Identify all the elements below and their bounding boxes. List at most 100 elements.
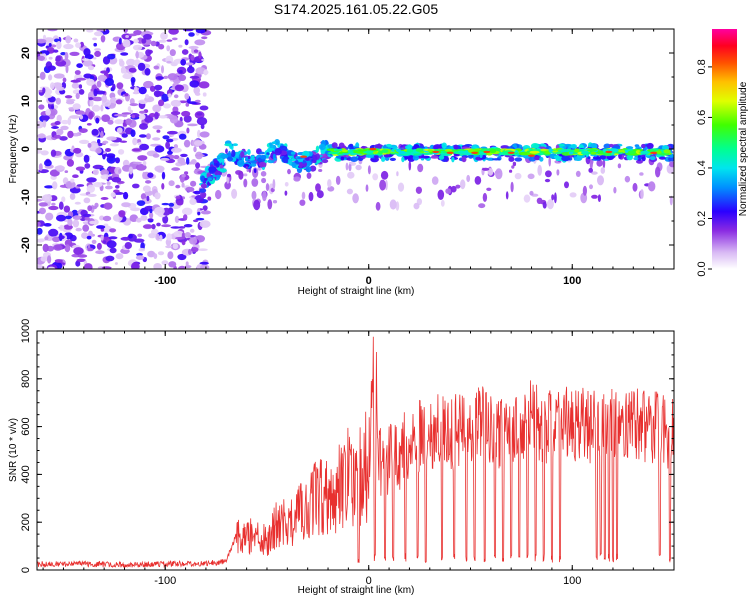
- noise-cell: [527, 173, 535, 180]
- noise-cell: [72, 215, 83, 220]
- noise-cell: [187, 66, 195, 74]
- ridge-cell: [570, 144, 577, 149]
- noise-cell: [189, 228, 195, 233]
- ridge-cell: [421, 155, 430, 159]
- noise-cell: [145, 94, 150, 99]
- noise-cell: [67, 117, 72, 126]
- noise-cell: [69, 51, 80, 57]
- noise-cell: [617, 163, 622, 169]
- noise-cell: [165, 141, 171, 149]
- noise-cell: [153, 263, 162, 269]
- ridge-cell: [219, 164, 224, 169]
- noise-cell: [103, 240, 107, 244]
- noise-cell: [44, 236, 49, 241]
- noise-cell: [183, 115, 192, 123]
- y-tick-label: 20: [20, 47, 32, 59]
- noise-cell: [137, 62, 146, 71]
- noise-cell: [168, 202, 175, 207]
- noise-cell: [37, 149, 43, 154]
- noise-cell: [56, 86, 65, 91]
- noise-cell: [109, 143, 119, 147]
- noise-cell: [123, 191, 129, 200]
- noise-cell: [37, 221, 41, 227]
- noise-cell: [556, 169, 560, 176]
- noise-cell: [105, 255, 115, 262]
- ridge-cell: [271, 141, 276, 144]
- ridge-cell: [441, 142, 447, 149]
- ridge-cell: [259, 151, 265, 155]
- peak-cell: [446, 151, 454, 154]
- ridge-cell: [219, 153, 229, 159]
- noise-cell: [161, 65, 164, 74]
- noise-cell: [564, 181, 569, 189]
- noise-cell: [95, 147, 102, 154]
- ridge-cell: [349, 143, 354, 148]
- noise-cell: [486, 187, 492, 191]
- noise-cell: [91, 205, 97, 210]
- ridge-cell: [290, 151, 296, 155]
- noise-cell: [154, 111, 159, 120]
- noise-cell: [551, 194, 555, 201]
- noise-cell: [82, 213, 92, 218]
- noise-cell: [523, 194, 531, 203]
- noise-cell: [171, 147, 182, 153]
- noise-cell: [149, 212, 154, 219]
- noise-cell: [199, 105, 209, 111]
- noise-cell: [78, 84, 83, 89]
- noise-cell: [154, 206, 165, 216]
- noise-cell: [93, 31, 104, 37]
- noise-cell: [86, 177, 97, 183]
- ridge-cell: [247, 149, 251, 155]
- noise-cell: [70, 79, 81, 83]
- noise-cell: [161, 93, 169, 102]
- ridge-core-cell: [655, 150, 662, 154]
- noise-cell: [106, 136, 117, 141]
- noise-cell: [415, 186, 422, 194]
- noise-cell: [86, 235, 92, 240]
- ridge-cell: [587, 156, 591, 160]
- ridge-cell: [385, 143, 392, 148]
- noise-cell: [185, 62, 194, 66]
- noise-cell: [92, 169, 99, 176]
- noise-cell: [231, 188, 238, 199]
- ridge-cell: [231, 149, 236, 157]
- noise-cell: [408, 160, 412, 171]
- noise-cell: [184, 93, 190, 100]
- noise-cell: [86, 78, 95, 86]
- noise-cell: [188, 248, 192, 255]
- noise-cell: [152, 125, 163, 130]
- noise-cell: [186, 127, 190, 134]
- noise-cell: [94, 90, 106, 95]
- ridge-cell: [250, 162, 257, 167]
- noise-cell: [460, 179, 466, 190]
- noise-cell: [83, 154, 90, 163]
- noise-cell: [118, 168, 122, 174]
- noise-cell: [139, 134, 147, 138]
- noise-cell: [160, 32, 168, 40]
- noise-cell: [243, 173, 248, 177]
- noise-cell: [37, 238, 45, 243]
- ridge-cell: [508, 156, 515, 162]
- noise-cell: [589, 159, 593, 170]
- noise-cell: [121, 112, 132, 115]
- noise-cell: [139, 113, 146, 120]
- colorbar-tick-label: 0.2: [696, 211, 708, 226]
- noise-cell: [137, 155, 148, 161]
- noise-cell: [91, 104, 101, 112]
- noise-cell: [87, 247, 94, 252]
- x-tick-label: 100: [563, 275, 581, 287]
- noise-cell: [70, 178, 75, 183]
- noise-cell: [100, 104, 104, 112]
- noise-cell: [101, 94, 107, 103]
- ridge-core-cell: [453, 151, 460, 154]
- noise-cell: [193, 49, 199, 53]
- noise-cell: [110, 192, 116, 198]
- noise-cell: [79, 115, 84, 120]
- noise-cell: [65, 180, 76, 189]
- ridge-cell: [200, 183, 207, 189]
- noise-cell: [265, 183, 270, 192]
- noise-cell: [308, 191, 314, 202]
- noise-cell: [69, 115, 80, 119]
- noise-cell: [194, 99, 201, 103]
